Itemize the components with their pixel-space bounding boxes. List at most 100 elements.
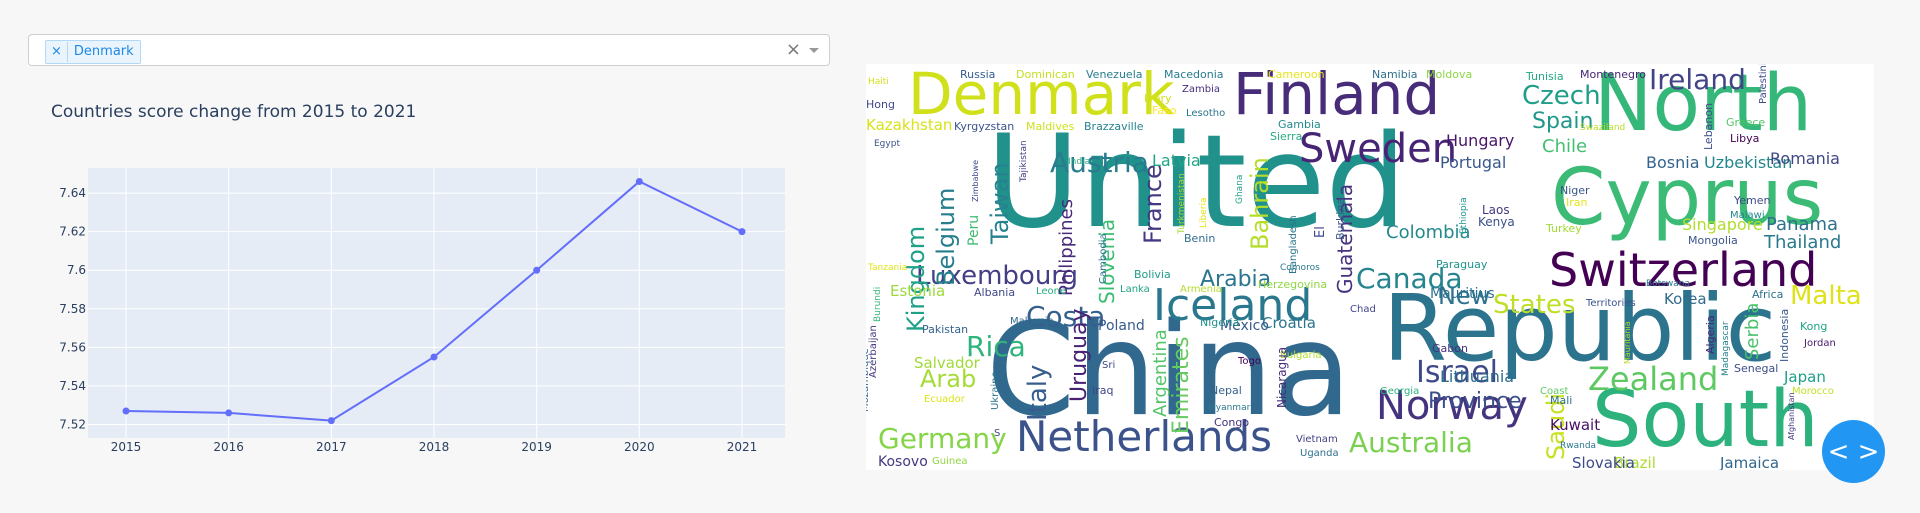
- word-sierra: Sierra: [1270, 130, 1302, 143]
- word-hungary: Hungary: [1446, 131, 1514, 150]
- word-guatemala: Guatemala: [1333, 184, 1357, 294]
- word-spain: Spain: [1532, 109, 1593, 134]
- word-macedonia: Macedonia: [1164, 68, 1224, 81]
- word-burundi: Burundi: [873, 287, 883, 322]
- word-rica: Rica: [966, 330, 1026, 363]
- word-tajikistan: Tajikistan: [1019, 140, 1029, 183]
- word-paraguay: Paraguay: [1436, 258, 1488, 271]
- plot-area: [88, 168, 785, 438]
- word-chile: Chile: [1542, 136, 1587, 157]
- y-tick-label: 7.64: [59, 186, 86, 200]
- word-ethiopia: Ethiopia: [1459, 197, 1469, 234]
- word-colombia: Colombia: [1386, 222, 1471, 243]
- word-zimbabwe: Zimbabwe: [971, 160, 980, 202]
- word-afghanistan: Afghanistan: [1787, 392, 1796, 440]
- word-georgia: Georgia: [1380, 386, 1419, 397]
- word-tanzania: Tanzania: [867, 263, 907, 273]
- country-wordcloud: United China Republic North Cyprus South Finla…: [866, 64, 1874, 470]
- word-leone: Leone: [1036, 286, 1066, 297]
- word-kuwait: Kuwait: [1550, 416, 1600, 434]
- word-dominican: Dominican: [1016, 68, 1075, 81]
- word-france: France: [1139, 164, 1167, 244]
- word-cambodia: Cambodia: [1098, 233, 1109, 284]
- word-moldova: Moldova: [1426, 68, 1472, 81]
- word-iraq: Iraq: [1092, 384, 1114, 397]
- word-brazil: Brazil: [1614, 454, 1656, 470]
- chart-title: Countries score change from 2015 to 2021: [51, 102, 417, 122]
- x-tick-label: 2018: [419, 440, 450, 454]
- word-azerbaijan: Azerbaijan: [868, 325, 879, 378]
- word-kingdom: Kingdom: [902, 226, 930, 332]
- word-china: China: [986, 296, 1352, 445]
- word-niger: Niger: [1560, 184, 1590, 197]
- word-vietnam: Vietnam: [1296, 434, 1338, 445]
- word-panama: Panama: [1766, 214, 1838, 235]
- word-senegal: Senegal: [1734, 362, 1778, 375]
- word-poland: Poland: [1098, 318, 1145, 334]
- x-tick-label: 2021: [727, 440, 758, 454]
- word-coast: Coast: [1540, 386, 1568, 397]
- data-point[interactable]: [225, 409, 233, 417]
- word-mongolia: Mongolia: [1688, 234, 1738, 247]
- word-liberia: Liberia: [1199, 198, 1209, 228]
- word-togo: Togo: [1237, 356, 1261, 367]
- x-tick-label: 2017: [316, 440, 347, 454]
- data-point[interactable]: [738, 228, 746, 236]
- word-malta: Malta: [1790, 281, 1862, 311]
- word-nicaragua: Nicaragua: [1275, 347, 1289, 408]
- word-botswana: Botswana: [1646, 279, 1690, 289]
- word-emirates: Emirates: [1169, 336, 1194, 434]
- word-libya: Libya: [1730, 132, 1759, 145]
- word-india: India: [1068, 157, 1090, 167]
- word-iran: Iran: [1566, 196, 1588, 209]
- word-herzegovina: Herzegovina: [1258, 278, 1327, 291]
- word-haiti: Haiti: [868, 77, 889, 87]
- word-estonia: Estonia: [890, 282, 945, 300]
- data-point[interactable]: [327, 417, 335, 425]
- word-ghana: Ghana: [1235, 175, 1245, 204]
- data-point[interactable]: [533, 266, 541, 274]
- word-africa: Africa: [1752, 288, 1783, 301]
- word-nigeria: Nigeria: [1200, 316, 1239, 329]
- word-korea: Korea: [1664, 290, 1707, 308]
- word-myanmar: Myanmar: [1208, 403, 1251, 413]
- data-point[interactable]: [122, 407, 130, 415]
- word-congo: Congo: [1214, 416, 1249, 429]
- word-rwanda: Rwanda: [1560, 441, 1596, 451]
- word-italy: Italy: [1023, 365, 1053, 421]
- word-canada: Canada: [1356, 262, 1463, 295]
- word-ecuador: Ecuador: [924, 394, 966, 405]
- word-ukraine: Ukraine: [990, 371, 1001, 410]
- word-lanka: Lanka: [1120, 284, 1150, 295]
- data-point[interactable]: [635, 178, 643, 185]
- remove-tag-icon[interactable]: ×: [46, 42, 68, 62]
- word-taiwan: Taiwan: [986, 162, 1014, 245]
- word-costa: Costa: [1026, 300, 1105, 333]
- data-point[interactable]: [430, 353, 438, 361]
- chevron-down-icon[interactable]: [809, 48, 819, 53]
- word-israel: Israel: [1416, 355, 1498, 390]
- word-croatia: Croatia: [1262, 314, 1316, 332]
- code-toggle-button[interactable]: < >: [1822, 420, 1885, 483]
- word-bulgaria: Bulgaria: [1280, 350, 1321, 361]
- word-benin: Benin: [1184, 232, 1215, 245]
- word-montenegro: Montenegro: [1580, 68, 1646, 81]
- word-turkmenistan: Turkmenistan: [1177, 173, 1187, 235]
- country-dropdown[interactable]: × Denmark ×: [28, 34, 830, 66]
- word-territories: Territories: [1585, 298, 1636, 309]
- word-pakistan: Pakistan: [922, 323, 968, 336]
- clear-selection-icon[interactable]: ×: [785, 39, 801, 60]
- word-el: El: [1313, 226, 1328, 238]
- word-sweden: Sweden: [1299, 126, 1457, 172]
- word-czech: Czech: [1522, 81, 1601, 111]
- word-bahrain: Bahrain: [1246, 157, 1274, 250]
- word-arab: Arab: [920, 365, 976, 393]
- word-brazzaville: Brazzaville: [1084, 120, 1144, 133]
- word-malawi: Malawi: [1730, 210, 1765, 221]
- word-serbia: Serbia: [1742, 303, 1763, 360]
- word-romania: Romania: [1770, 149, 1840, 168]
- word-portugal: Portugal: [1440, 153, 1506, 172]
- word-yemen: Yemen: [1733, 194, 1771, 207]
- word-switzerland: Switzerland: [1549, 243, 1817, 297]
